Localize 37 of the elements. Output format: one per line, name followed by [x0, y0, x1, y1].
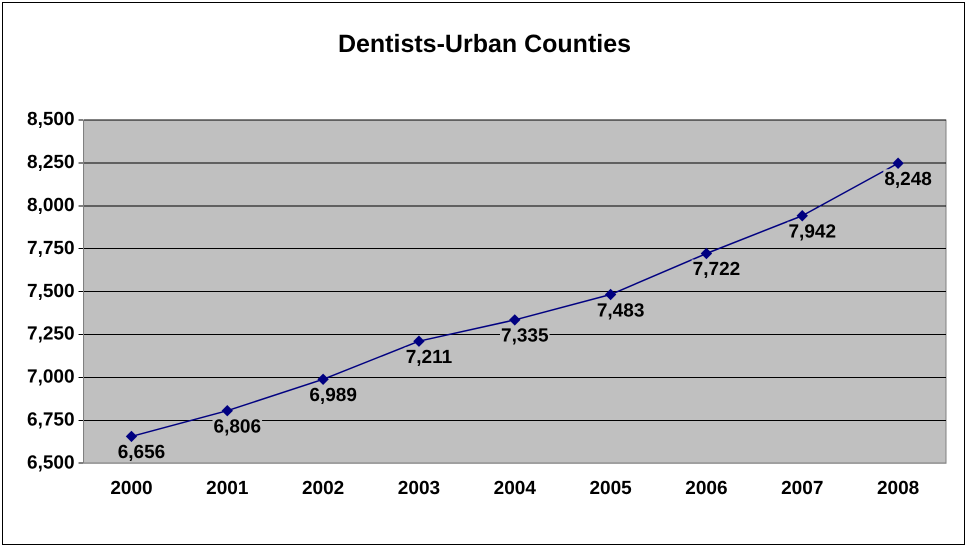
x-tick-label: 2002 — [302, 478, 344, 499]
y-tick-label: 8,500 — [27, 109, 75, 130]
point — [413, 336, 424, 347]
y-tick-label: 7,000 — [27, 366, 75, 388]
x-tick-label: 2004 — [494, 478, 536, 499]
data-label: 8,248 — [884, 168, 932, 190]
point — [700, 248, 712, 260]
data-label: 7,722 — [692, 259, 740, 280]
data-label: 6,989 — [309, 385, 357, 406]
y-tick-label: 8,000 — [27, 195, 75, 216]
y-tick-label: 6,750 — [27, 410, 75, 431]
data-label: 7,335 — [501, 326, 549, 347]
point — [796, 210, 808, 222]
point — [222, 405, 233, 416]
x-tick-label: 2001 — [206, 478, 249, 499]
y-tick-label: 7,250 — [27, 324, 75, 345]
x-tick-label: 2007 — [781, 478, 824, 499]
x-tick-label: 2008 — [876, 478, 920, 499]
data-label: 7,483 — [596, 300, 644, 322]
data-label: 6,656 — [118, 442, 166, 464]
x-tick-label: 2005 — [589, 478, 632, 499]
y-tick-label: 6,500 — [27, 452, 75, 474]
data-label: 7,211 — [406, 346, 453, 368]
point — [126, 430, 137, 442]
point — [605, 289, 616, 300]
chart-title: Dentists-Urban Counties — [338, 30, 632, 58]
y-tick-label: 8,250 — [27, 152, 75, 174]
point — [509, 314, 520, 326]
y-tick-label: 7,750 — [27, 238, 75, 259]
point — [318, 374, 329, 385]
x-tick-label: 2006 — [685, 478, 728, 499]
x-tick-label: 2003 — [398, 478, 440, 499]
point — [892, 158, 904, 169]
x-tick-label: 2000 — [110, 478, 153, 499]
data-label: 6,806 — [214, 416, 262, 438]
y-tick-label: 7,500 — [27, 280, 75, 302]
data-label: 7,942 — [788, 221, 836, 242]
